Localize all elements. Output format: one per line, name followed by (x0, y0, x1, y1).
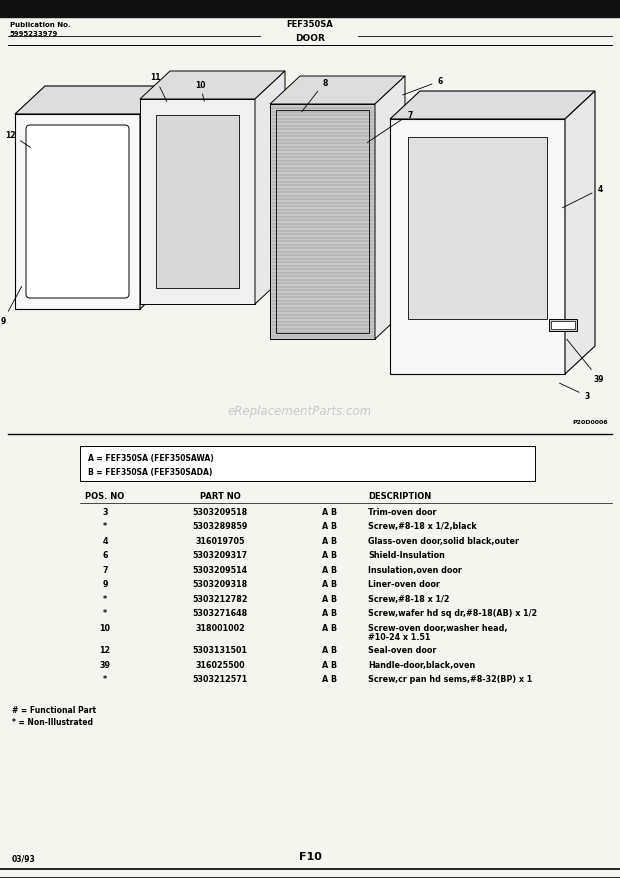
Text: F10: F10 (299, 851, 321, 861)
Text: *: * (103, 674, 107, 684)
Text: 3: 3 (559, 384, 590, 401)
Text: 9: 9 (1, 287, 22, 326)
Polygon shape (408, 138, 547, 320)
Text: 9: 9 (102, 579, 108, 589)
Text: # = Functional Part: # = Functional Part (12, 705, 96, 714)
Text: 12: 12 (5, 130, 30, 148)
Text: 11: 11 (150, 74, 167, 103)
Text: A B: A B (322, 507, 337, 516)
Text: Screw,cr pan hd sems,#8-32(BP) x 1: Screw,cr pan hd sems,#8-32(BP) x 1 (368, 674, 532, 684)
Text: * = Non-Illustrated: * = Non-Illustrated (12, 717, 93, 726)
Text: Trim-oven door: Trim-oven door (368, 507, 436, 516)
Text: A = FEF350SA (FEF350SAWA): A = FEF350SA (FEF350SAWA) (88, 453, 214, 463)
Polygon shape (156, 116, 239, 289)
Text: A B: A B (322, 594, 337, 603)
Text: PART NO: PART NO (200, 492, 241, 500)
Text: POS. NO: POS. NO (86, 492, 125, 500)
FancyBboxPatch shape (26, 126, 129, 299)
Polygon shape (140, 72, 285, 100)
Polygon shape (140, 87, 170, 310)
Text: 10: 10 (99, 623, 110, 632)
Text: 3: 3 (102, 507, 108, 516)
Text: A B: A B (322, 645, 337, 655)
Polygon shape (270, 77, 405, 104)
Text: A B: A B (322, 551, 337, 560)
Polygon shape (15, 115, 140, 310)
Text: 6: 6 (402, 77, 443, 96)
Polygon shape (565, 92, 595, 375)
Text: B = FEF350SA (FEF350SADA): B = FEF350SA (FEF350SADA) (88, 467, 213, 477)
Polygon shape (390, 120, 565, 375)
Polygon shape (390, 92, 595, 120)
Text: 5303209518: 5303209518 (192, 507, 247, 516)
Text: 5995233979: 5995233979 (10, 31, 58, 37)
Text: eReplacementParts.com: eReplacementParts.com (228, 405, 372, 418)
Text: DOOR: DOOR (295, 34, 325, 43)
Polygon shape (270, 104, 375, 340)
Text: Insulation,oven door: Insulation,oven door (368, 565, 462, 574)
Text: A B: A B (322, 660, 337, 669)
Text: 5303289859: 5303289859 (192, 522, 247, 531)
Text: 5303209317: 5303209317 (192, 551, 247, 560)
Text: 5303209514: 5303209514 (192, 565, 247, 574)
Text: *: * (103, 522, 107, 531)
Text: 316019705: 316019705 (195, 536, 245, 545)
Polygon shape (15, 87, 170, 115)
Text: 10: 10 (195, 81, 205, 102)
Text: 8: 8 (302, 78, 328, 112)
Text: 7: 7 (367, 111, 413, 143)
Text: Screw,#8-18 x 1/2: Screw,#8-18 x 1/2 (368, 594, 450, 603)
Text: DESCRIPTION: DESCRIPTION (368, 492, 432, 500)
Bar (549, 320, 577, 332)
Bar (551, 321, 575, 329)
Text: Screw,wafer hd sq dr,#8-18(AB) x 1/2: Screw,wafer hd sq dr,#8-18(AB) x 1/2 (368, 608, 537, 618)
Text: Seal-oven door: Seal-oven door (368, 645, 436, 655)
Text: 5303212571: 5303212571 (192, 674, 247, 684)
Text: A B: A B (322, 579, 337, 589)
Text: Handle-door,black,oven: Handle-door,black,oven (368, 660, 476, 669)
Text: 5303212782: 5303212782 (192, 594, 248, 603)
Polygon shape (375, 77, 405, 340)
Text: Liner-oven door: Liner-oven door (368, 579, 440, 589)
Text: A B: A B (322, 623, 337, 632)
Bar (0, 0, 620, 18)
Text: *: * (103, 594, 107, 603)
Text: A B: A B (322, 674, 337, 684)
Text: 5303271648: 5303271648 (192, 608, 247, 618)
Text: Publication No.: Publication No. (10, 22, 71, 28)
Text: Screw,#8-18 x 1/2,black: Screw,#8-18 x 1/2,black (368, 522, 477, 531)
Text: #10-24 x 1.51: #10-24 x 1.51 (368, 632, 430, 641)
Text: 6: 6 (102, 551, 108, 560)
Text: 7: 7 (102, 565, 108, 574)
Text: 4: 4 (562, 185, 603, 208)
Text: Shield-Insulation: Shield-Insulation (368, 551, 445, 560)
Polygon shape (255, 72, 285, 305)
Text: *: * (103, 608, 107, 618)
Text: 316025500: 316025500 (195, 660, 245, 669)
Text: 4: 4 (102, 536, 108, 545)
Text: 03/93: 03/93 (12, 854, 36, 863)
Bar (80, 447, 535, 481)
Text: 5303131501: 5303131501 (192, 645, 247, 655)
Text: A B: A B (322, 565, 337, 574)
Text: A B: A B (322, 522, 337, 531)
Text: 12: 12 (99, 645, 110, 655)
Text: 318001002: 318001002 (195, 623, 245, 632)
Text: A B: A B (322, 536, 337, 545)
Text: FEF350SA: FEF350SA (286, 20, 334, 29)
Text: Glass-oven door,solid black,outer: Glass-oven door,solid black,outer (368, 536, 519, 545)
Text: P20D0006: P20D0006 (572, 420, 608, 425)
Text: 5303209318: 5303209318 (192, 579, 247, 589)
Text: Screw-oven door,washer head,: Screw-oven door,washer head, (368, 623, 508, 632)
Text: A B: A B (322, 608, 337, 618)
Text: 39: 39 (99, 660, 110, 669)
Text: 39: 39 (567, 340, 604, 384)
Polygon shape (140, 100, 255, 305)
